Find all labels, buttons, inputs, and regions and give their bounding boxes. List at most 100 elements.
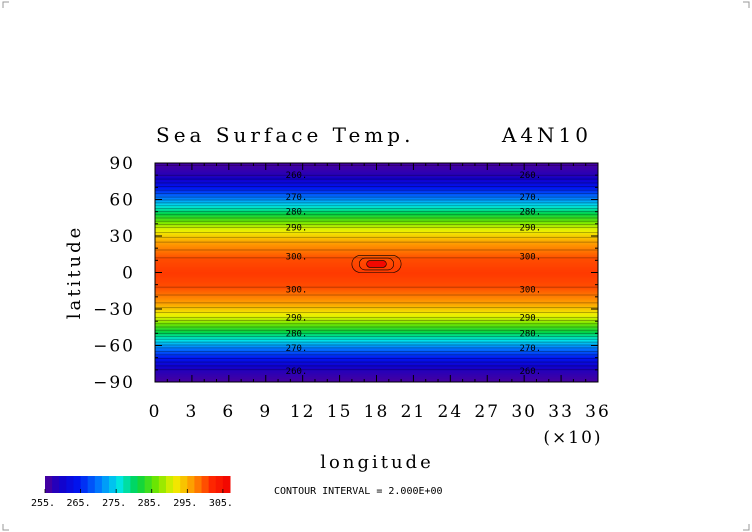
colorbar-segment <box>80 476 89 493</box>
sst-band <box>155 311 598 314</box>
sst-band <box>155 257 598 260</box>
sst-band <box>155 328 598 331</box>
contour-label: 300. <box>519 286 541 296</box>
sst-band <box>155 250 598 253</box>
sst-band <box>155 244 598 247</box>
contour-label: 260. <box>519 367 541 377</box>
sst-band <box>155 367 598 370</box>
contour-label: 280. <box>519 329 541 339</box>
colorbar-segment <box>201 476 210 493</box>
sst-band <box>155 192 598 195</box>
x-tick-label: 3 <box>186 402 199 422</box>
sst-band <box>155 256 598 259</box>
sst-band <box>155 290 598 293</box>
sst-band <box>155 180 598 182</box>
sst-band <box>155 254 598 257</box>
sst-band <box>155 183 598 186</box>
colorbar-segment <box>158 476 167 493</box>
sst-band <box>155 335 598 338</box>
sst-band <box>155 293 598 295</box>
colorbar-segment <box>101 476 110 493</box>
y-tick-label: −30 <box>93 300 135 320</box>
sst-band <box>155 307 598 310</box>
sst-band <box>155 270 598 272</box>
sst-band <box>155 316 598 319</box>
sst-band <box>155 231 598 233</box>
sst-band <box>155 181 598 184</box>
sst-band <box>155 234 598 237</box>
sst-band <box>155 210 598 213</box>
sst-band <box>155 282 598 285</box>
sst-band <box>155 368 598 371</box>
sst-band <box>155 305 598 308</box>
y-tick-label: 0 <box>122 264 135 284</box>
contour-label: 300. <box>286 253 308 263</box>
contour-label: 280. <box>286 208 308 218</box>
sst-band <box>155 313 598 316</box>
contour-label: 290. <box>519 314 541 324</box>
contour-label: 260. <box>519 171 541 181</box>
sst-band <box>155 333 598 336</box>
sst-band <box>155 283 598 286</box>
colorbar-segment <box>180 476 188 493</box>
colorbar-label: 255. <box>31 498 55 509</box>
colorbar-segment <box>59 476 67 493</box>
sst-band <box>155 334 598 337</box>
sst-band <box>155 189 598 192</box>
sst-band <box>155 203 598 205</box>
sst-band <box>155 287 598 289</box>
sst-band <box>155 281 598 283</box>
sst-band <box>155 228 598 231</box>
sst-band <box>155 312 598 315</box>
sst-band <box>155 188 598 191</box>
sst-band <box>155 306 598 309</box>
colorbar-segment <box>151 476 160 493</box>
sst-band <box>155 225 598 227</box>
y-axis-label: latitude <box>64 225 85 319</box>
x-tick-label: 18 <box>364 402 390 422</box>
contour-label: 290. <box>519 223 541 233</box>
x-tick-label: 0 <box>149 402 162 422</box>
sst-band <box>155 371 598 373</box>
sst-band <box>155 322 598 325</box>
contour-label: 290. <box>286 223 308 233</box>
sst-band <box>155 341 598 344</box>
x-tick-label: 30 <box>511 402 537 422</box>
colorbar-label: 265. <box>67 498 91 509</box>
sst-band <box>155 170 598 173</box>
sst-band <box>155 298 598 300</box>
sst-band <box>155 209 598 212</box>
sst-band <box>155 245 598 248</box>
colorbar-segment <box>137 476 146 493</box>
colorbar-segment <box>94 476 103 493</box>
sst-band <box>155 317 598 320</box>
sst-band <box>155 171 598 174</box>
sst-band <box>155 198 598 201</box>
sst-band <box>155 216 598 219</box>
colorbar-segment <box>52 476 60 493</box>
sst-band <box>155 296 598 299</box>
contour-lines <box>155 165 598 371</box>
sst-band <box>155 271 598 274</box>
colorbar <box>45 476 231 493</box>
sst-band <box>155 302 598 305</box>
contour-label: 280. <box>519 208 541 218</box>
sst-band <box>155 272 598 275</box>
sst-band <box>155 295 598 298</box>
sst-band <box>155 279 598 282</box>
sst-band <box>155 336 598 339</box>
x-tick-label: 24 <box>438 402 464 422</box>
colorbar-segment <box>45 476 53 493</box>
sst-band <box>155 221 598 224</box>
sst-band <box>155 351 598 354</box>
sst-band <box>155 274 598 277</box>
sst-band <box>155 217 598 220</box>
y-tick-label: 90 <box>109 154 135 174</box>
sst-band <box>155 243 598 246</box>
sst-band <box>155 172 598 175</box>
contour-label: 300. <box>519 253 541 263</box>
colorbar-segment <box>165 476 174 493</box>
experiment-label: A4N10 <box>501 123 592 147</box>
x-tick-label: 15 <box>327 402 353 422</box>
